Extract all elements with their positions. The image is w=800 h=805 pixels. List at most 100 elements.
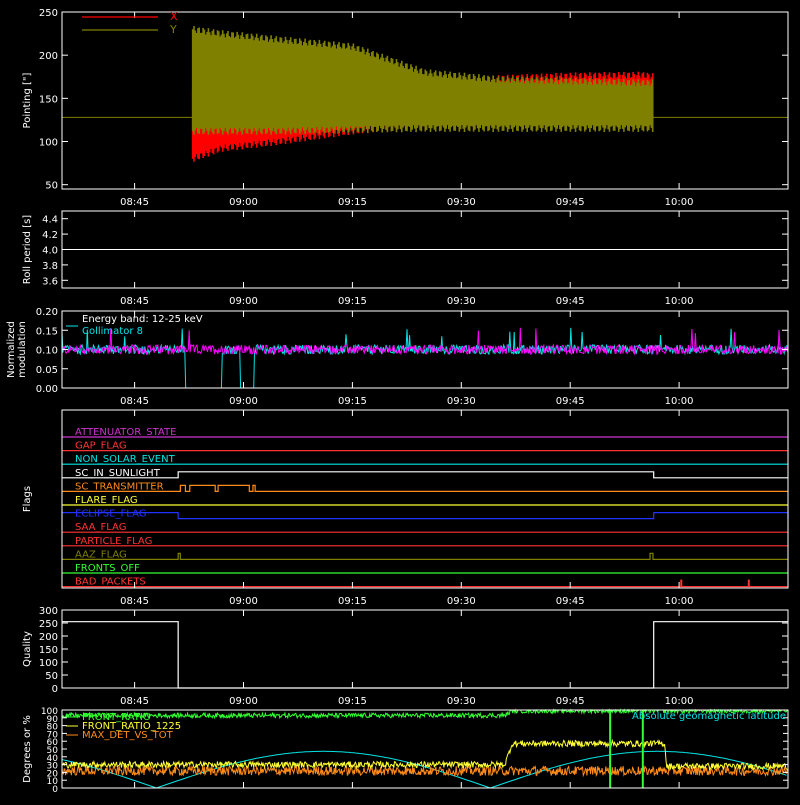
flag-sc-in-sunlight-label: SC_IN_SUNLIGHT [75, 468, 161, 479]
roll-ylabel: Roll period [s] [22, 215, 33, 284]
modulation-ytick-label: 0.05 [36, 365, 58, 376]
modulation-legend-label: Collimator 8 [82, 326, 143, 337]
quality-xtick-label: 09:00 [229, 696, 258, 707]
roll-ytick-label: 4.2 [42, 230, 58, 241]
ratios-ytick-label: 90 [47, 715, 59, 725]
ratios-legend-max-det-vs-tot-label: MAX_DET_VS_TOT [82, 730, 174, 741]
quality-ytick-label: 300 [39, 606, 58, 617]
flag-sc-in-sunlight-trace [62, 471, 788, 479]
roll-ytick-label: 3.8 [42, 261, 58, 272]
pointing-ytick-label: 150 [39, 94, 58, 105]
flags-xtick-label: 09:15 [338, 596, 367, 607]
flag-fronts-off-label: FRONTS_OFF [75, 563, 140, 574]
flag-bad-packets-label: BAD_PACKETS [75, 577, 146, 588]
pointing-ytick-label: 100 [39, 138, 58, 149]
modulation-ytick-label: 0.20 [36, 307, 58, 318]
ratios-right-label: Absolute geomagnetic latitude [632, 711, 786, 722]
quality-ytick-label: 0 [52, 684, 58, 695]
ratios-ytick-label: 20 [47, 769, 59, 779]
flags-frame [61, 409, 789, 589]
flag-non-solar-event-label: NON_SOLAR_EVENT [75, 454, 176, 465]
quality-frame [61, 609, 789, 689]
pointing-legend-label-x: X [170, 10, 178, 23]
pointing-ytick-label: 200 [39, 51, 58, 62]
quality-xtick-label: 09:15 [338, 696, 367, 707]
ratios-ytick-label: 30 [47, 762, 59, 772]
pointing-ytick-label: 50 [45, 181, 58, 192]
modulation-ylabel: modulation [17, 321, 28, 378]
pointing-series-y [191, 26, 654, 135]
roll-xtick-label: 08:45 [120, 296, 149, 307]
quality-xtick-label: 09:45 [556, 696, 585, 707]
ratios-ytick-label: 80 [47, 723, 59, 733]
flag-saa-flag-label: SAA_FLAG [75, 522, 126, 533]
ratios-ytick-label: 0 [52, 785, 58, 795]
roll-xtick-label: 10:00 [665, 296, 694, 307]
ratios-ylabel: Degrees or % [22, 715, 33, 783]
pointing-xtick-label: 08:45 [120, 197, 149, 208]
modulation-ytick-label: 0.15 [36, 326, 58, 337]
flag-attenuator-state-label: ATTENUATOR_STATE [75, 427, 176, 438]
flags-xtick-label: 08:45 [120, 596, 149, 607]
flags-ylabel: Flags [22, 486, 33, 512]
flags-xtick-label: 09:45 [556, 596, 585, 607]
pointing-xtick-label: 09:00 [229, 197, 258, 208]
quality-ytick-label: 250 [39, 619, 58, 630]
flag-particle-flag-label: PARTICLE_FLAG [75, 536, 152, 547]
pointing-xtick-label: 09:45 [556, 197, 585, 208]
quality-xtick-label: 09:30 [447, 696, 476, 707]
modulation-xtick-label: 08:45 [120, 396, 149, 407]
pointing-ylabel: Pointing ["] [22, 72, 33, 128]
ratios-series-max-det [61, 764, 788, 778]
modulation-ylabel: Normalized [6, 321, 17, 378]
pointing-xtick-label: 09:15 [338, 197, 367, 208]
flags-xtick-label: 09:30 [447, 596, 476, 607]
quality-ylabel: Quality [22, 631, 33, 667]
flag-sc-transmitter-trace [62, 484, 788, 492]
roll-xtick-label: 09:15 [338, 296, 367, 307]
modulation-series-cyan [61, 327, 789, 389]
ratios-ytick-label: 100 [41, 707, 58, 717]
roll-frame [61, 210, 789, 289]
modulation-xtick-label: 09:15 [338, 396, 367, 407]
modulation-annotation: Energy band: 12-25 keV [82, 314, 203, 325]
quality-ytick-label: 50 [45, 671, 58, 682]
modulation-series-magenta [61, 327, 789, 356]
flag-eclipse-flag-label: ECLIPSE_FLAG [75, 509, 146, 520]
roll-ytick-label: 3.6 [42, 276, 58, 287]
quality-ytick-label: 100 [39, 658, 58, 669]
roll-ytick-label: 4.0 [42, 246, 58, 257]
roll-xtick-label: 09:45 [556, 296, 585, 307]
roll-xtick-label: 09:00 [229, 296, 258, 307]
modulation-xtick-label: 09:45 [556, 396, 585, 407]
modulation-ytick-label: 0.10 [36, 346, 58, 357]
flag-eclipse-flag-trace [62, 512, 789, 520]
modulation-xtick-label: 10:00 [665, 396, 694, 407]
ratios-legend-front-ratio-label: FRONT_RATIO [82, 712, 151, 723]
ratios-ytick-label: 60 [47, 738, 59, 748]
flag-sc-transmitter-label: SC_TRANSMITTER [75, 481, 164, 492]
pointing-legend-label-y: Y [169, 23, 177, 36]
flags-xtick-label: 09:00 [229, 596, 258, 607]
ratios-ytick-label: 10 [47, 777, 59, 787]
ratios-series-front-ratio-1225 [61, 738, 788, 771]
ratios-ytick-label: 40 [47, 754, 59, 764]
quality-xtick-label: 08:45 [120, 696, 149, 707]
flag-aaz-flag-label: AAZ_FLAG [75, 549, 127, 560]
roll-ytick-label: 4.4 [42, 215, 58, 226]
pointing-xtick-label: 10:00 [665, 197, 694, 208]
pointing-xtick-label: 09:30 [447, 197, 476, 208]
ratios-legend-front-ratio-1225-label: FRONT_RATIO_1225 [82, 721, 181, 732]
flag-aaz-flag-trace [62, 552, 788, 560]
quality-series [62, 621, 788, 689]
modulation-xtick-label: 09:30 [447, 396, 476, 407]
roll-xtick-label: 09:30 [447, 296, 476, 307]
pointing-frame [61, 11, 789, 190]
quality-ytick-label: 200 [39, 632, 58, 643]
flag-flare-flag-label: FLARE_FLAG [75, 495, 138, 506]
ratios-ytick-label: 50 [47, 746, 59, 756]
quality-xtick-label: 10:00 [665, 696, 694, 707]
modulation-ytick-label: 0.00 [36, 384, 58, 395]
